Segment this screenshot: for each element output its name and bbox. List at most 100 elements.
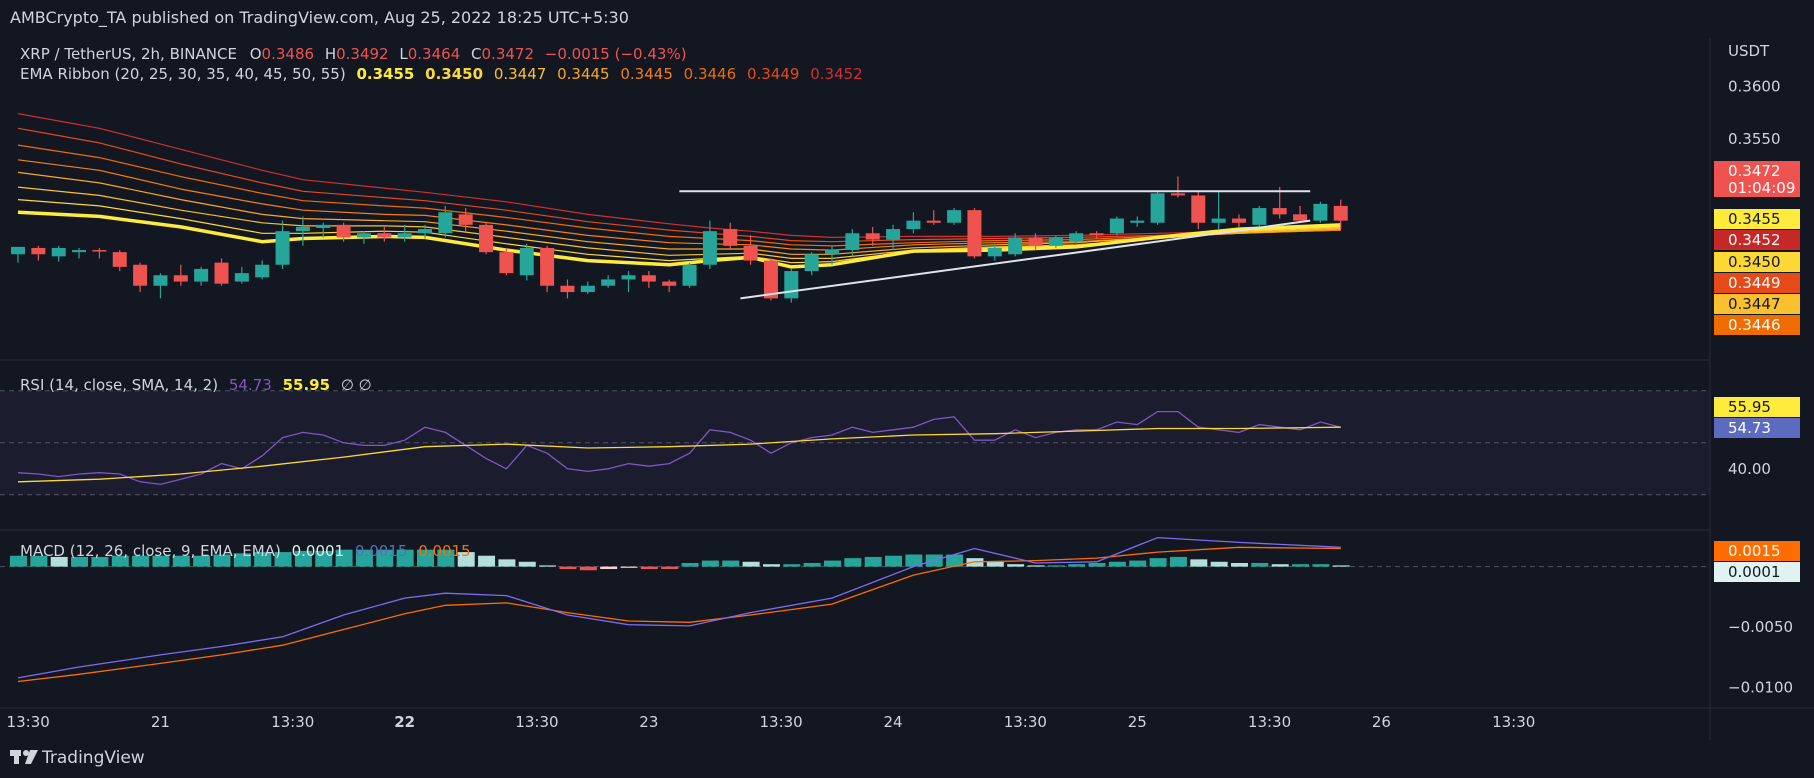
candle[interactable] [31, 245, 46, 261]
candle[interactable] [662, 279, 677, 293]
candle[interactable] [1069, 231, 1084, 244]
candle[interactable] [418, 224, 432, 239]
candle-body [682, 264, 697, 286]
candle[interactable] [723, 222, 738, 251]
candle[interactable] [316, 222, 331, 238]
candle[interactable] [255, 260, 270, 280]
time-tick: 22 [394, 713, 415, 731]
candle[interactable] [1109, 216, 1124, 236]
macd-histogram-bar [1047, 565, 1065, 567]
candle[interactable] [845, 229, 860, 257]
candle[interactable] [865, 226, 880, 246]
rsi-badge-55.95-bg [1714, 397, 1800, 417]
tradingview-logo[interactable]: TradingView [10, 748, 145, 768]
candle[interactable] [743, 235, 758, 265]
trend-drawings[interactable] [679, 190, 1311, 300]
candle[interactable] [702, 220, 717, 269]
candle[interactable] [601, 275, 616, 288]
candle[interactable] [336, 222, 351, 242]
candle[interactable] [295, 216, 310, 246]
candle[interactable] [51, 245, 66, 262]
candle[interactable] [479, 222, 494, 255]
candle[interactable] [1252, 205, 1267, 227]
candle[interactable] [1313, 201, 1328, 223]
candle[interactable] [275, 220, 290, 269]
candle[interactable] [560, 279, 575, 299]
candle[interactable] [1293, 205, 1308, 223]
candle[interactable] [72, 247, 87, 259]
candle[interactable] [1170, 176, 1185, 198]
candle[interactable] [804, 252, 819, 276]
time-tick: 13:30 [515, 713, 558, 731]
candle[interactable] [825, 245, 839, 265]
rsi-title[interactable]: RSI (14, close, SMA, 14, 2) [20, 376, 218, 394]
macd-line-value: 0.0015 [355, 542, 408, 560]
candle[interactable] [397, 224, 412, 242]
candle[interactable] [153, 273, 168, 299]
candle[interactable] [1191, 191, 1206, 230]
macd-badge-0.0015-label: 0.0015 [1728, 542, 1781, 560]
candle-body [886, 229, 901, 240]
candle[interactable] [886, 224, 901, 251]
candle[interactable] [194, 266, 209, 286]
candle[interactable] [1028, 233, 1043, 251]
candle[interactable] [112, 250, 127, 272]
macd-histogram-bar [559, 566, 577, 570]
candle[interactable] [906, 212, 921, 234]
candle[interactable] [11, 246, 25, 263]
candle[interactable] [1150, 191, 1165, 225]
candle[interactable] [641, 271, 656, 288]
macd-pane[interactable] [0, 536, 1710, 683]
candle[interactable] [1333, 199, 1348, 230]
candle[interactable] [621, 271, 636, 293]
candle[interactable] [133, 262, 148, 293]
rising-trendline [740, 219, 1311, 300]
candle[interactable] [499, 247, 514, 276]
candle[interactable] [987, 243, 1002, 261]
candle[interactable] [438, 205, 453, 238]
candle[interactable] [967, 208, 982, 259]
macd-title[interactable]: MACD (12, 26, close, 9, EMA, EMA) [20, 542, 281, 560]
candle[interactable] [1211, 191, 1226, 230]
candle[interactable] [682, 262, 697, 288]
candle[interactable] [356, 231, 371, 244]
price-badge-0.3449: 0.3449 [1714, 273, 1800, 293]
candles[interactable] [11, 176, 1348, 303]
macd-histogram-bar [478, 555, 496, 567]
macd-histogram-bar [193, 555, 211, 567]
macd-histogram-bar [946, 554, 964, 567]
candle[interactable] [1272, 187, 1287, 219]
candle[interactable] [519, 243, 534, 281]
candle[interactable] [214, 258, 229, 286]
candle-body [51, 247, 66, 257]
candle-body [397, 233, 412, 238]
candle[interactable] [926, 210, 941, 225]
rsi-badge-54.73-label: 54.73 [1728, 419, 1771, 437]
candle[interactable] [458, 208, 473, 232]
candle[interactable] [540, 245, 555, 293]
candle[interactable] [1008, 233, 1023, 257]
candle[interactable] [784, 268, 799, 303]
macd-histogram-bar [762, 564, 780, 567]
candle[interactable] [377, 226, 392, 242]
macd-histogram-bar [885, 555, 903, 567]
candle[interactable] [1089, 231, 1104, 240]
macd-signal-line [17, 546, 1341, 683]
candle-body [356, 233, 371, 238]
candle[interactable] [234, 266, 249, 284]
symbol-label[interactable]: XRP / TetherUS, 2h, BINANCE [20, 45, 237, 63]
ema-title[interactable]: EMA Ribbon (20, 25, 30, 35, 40, 45, 50, … [20, 65, 346, 83]
rsi-pane[interactable] [0, 390, 1710, 496]
candle[interactable] [1048, 235, 1063, 248]
candle[interactable] [92, 247, 107, 259]
candle[interactable] [1130, 216, 1145, 227]
candle[interactable] [580, 281, 595, 295]
price-badge-0.3450: 0.3450 [1714, 252, 1800, 272]
open-label: O [250, 45, 262, 63]
candle[interactable] [947, 208, 962, 225]
macd-histogram-bar [10, 555, 27, 567]
candle[interactable] [1232, 214, 1246, 227]
candle[interactable] [173, 264, 188, 286]
